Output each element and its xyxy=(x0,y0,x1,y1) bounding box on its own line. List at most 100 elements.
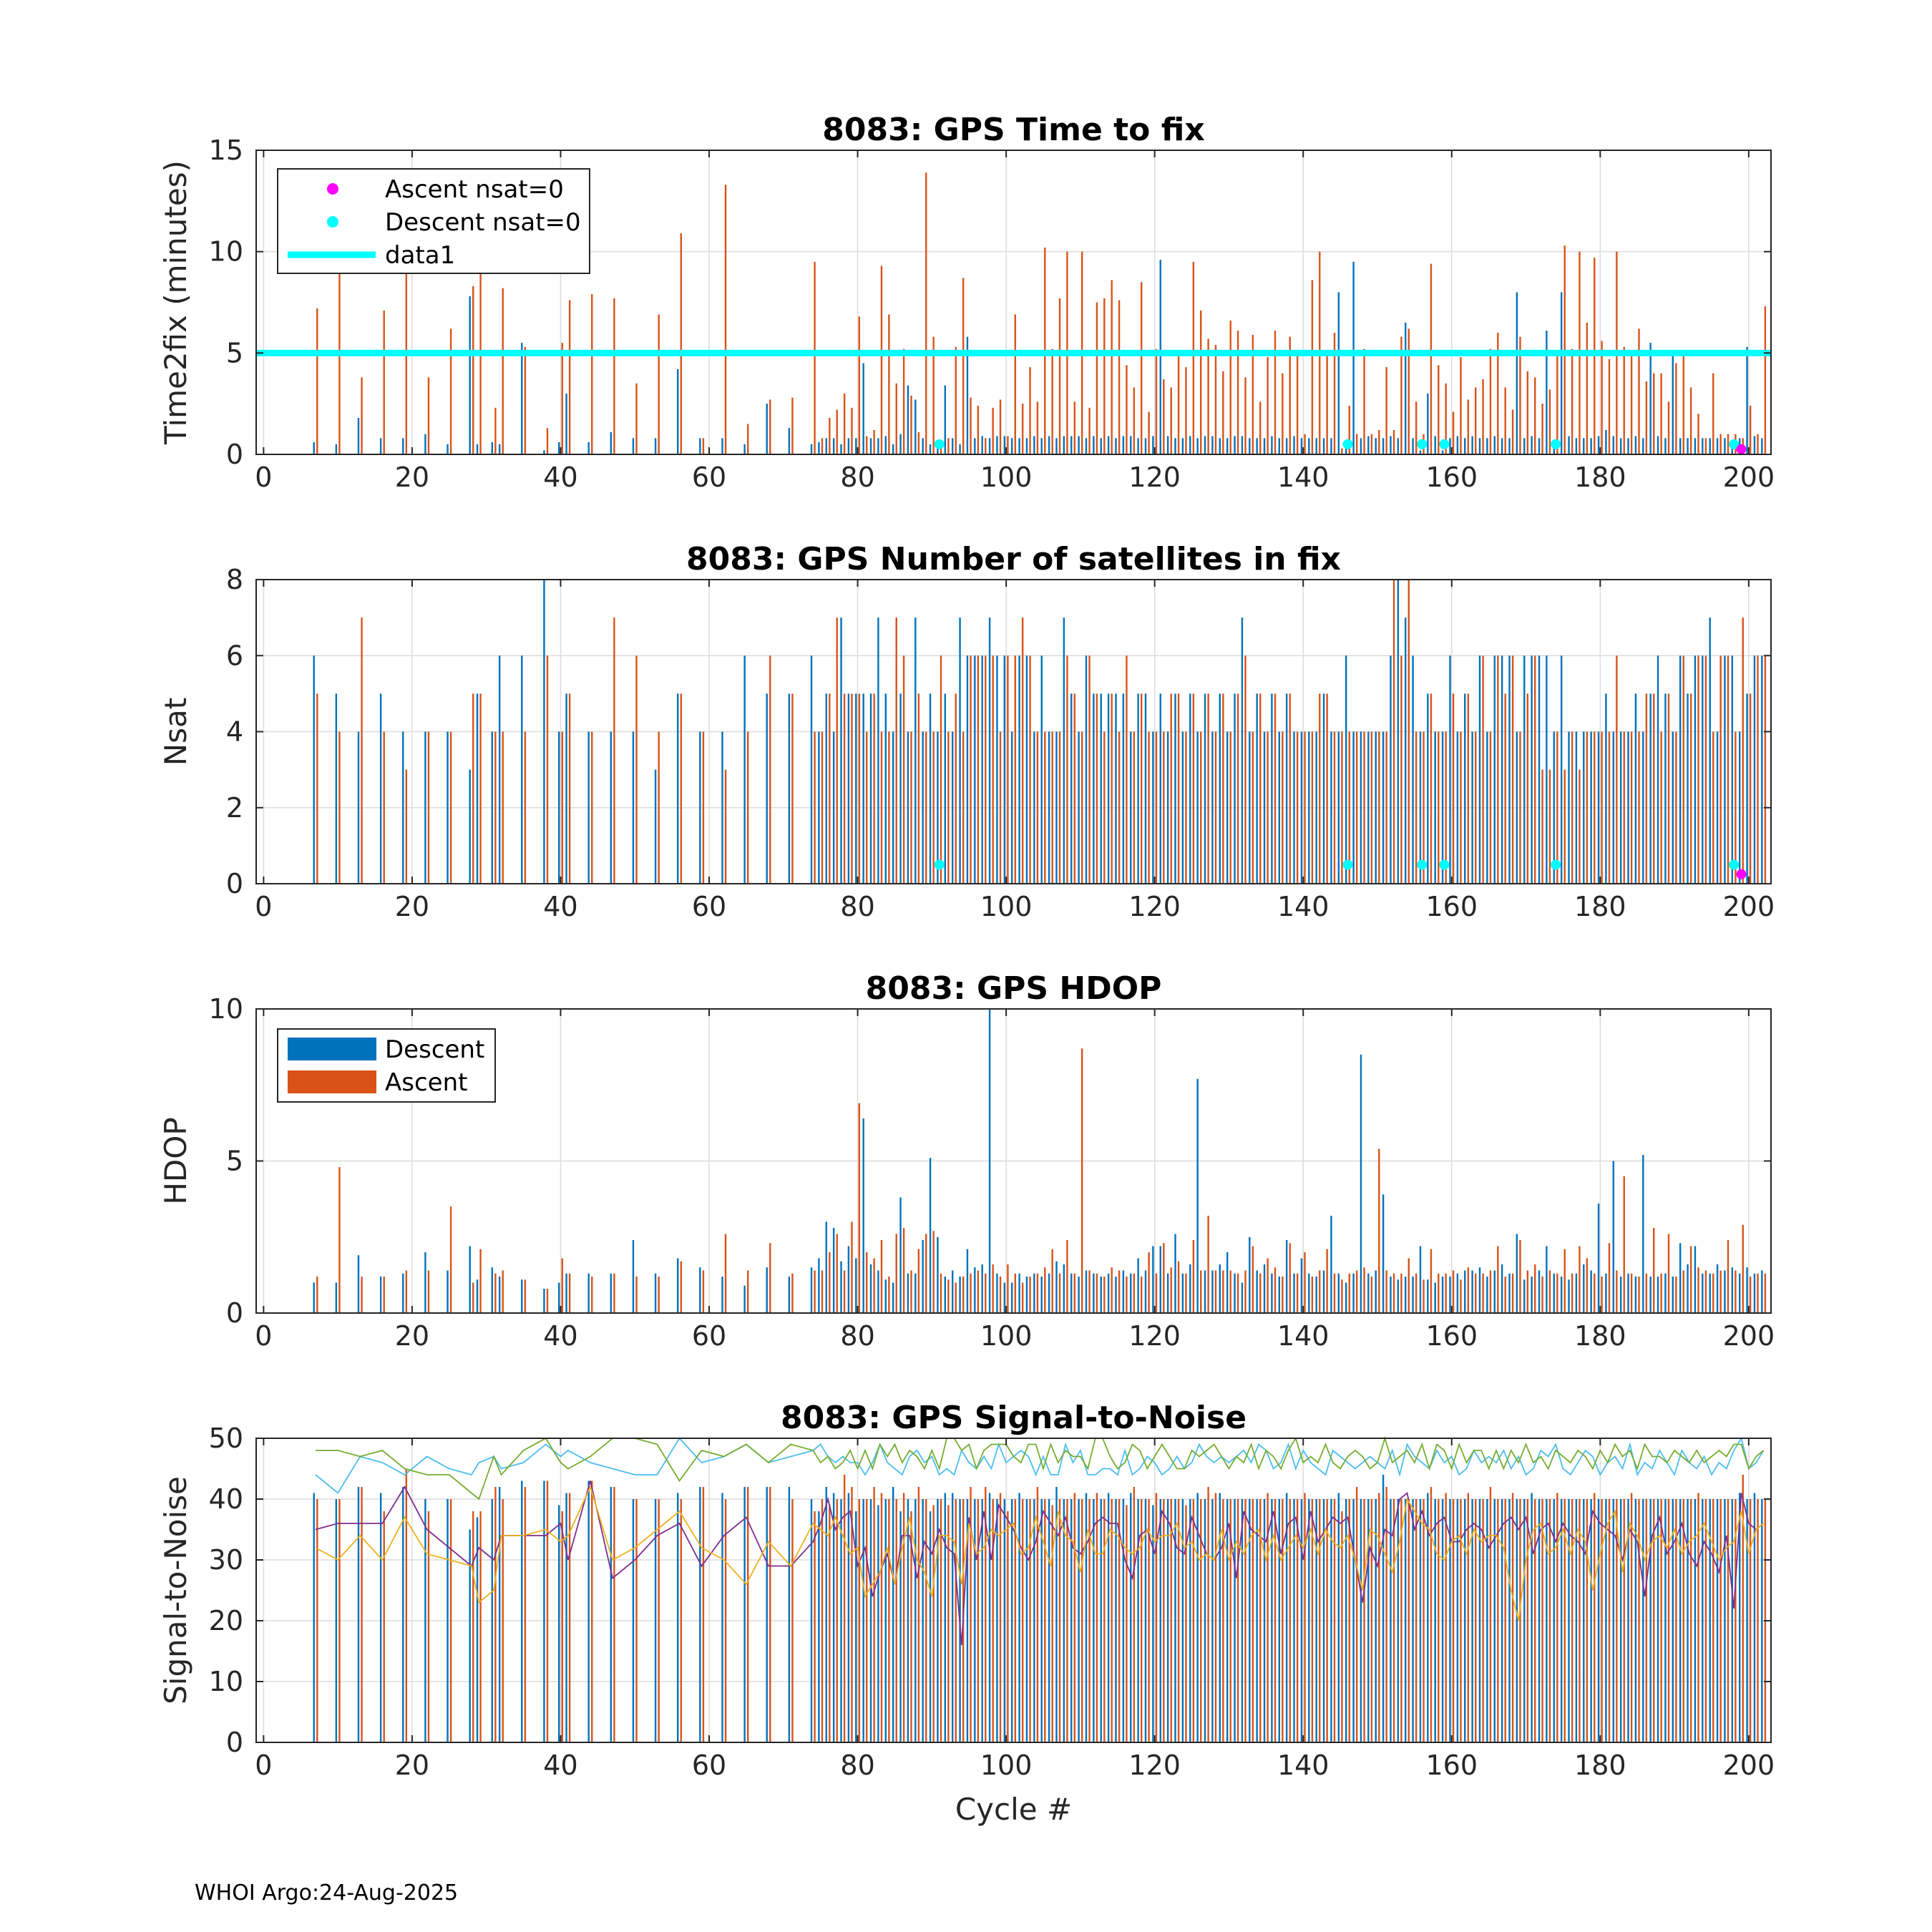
legend-entry: data1 xyxy=(385,241,455,270)
x-tick-label: 0 xyxy=(255,891,272,922)
y-tick-label: 10 xyxy=(209,236,243,268)
bars xyxy=(313,580,1767,884)
x-tick-label: 180 xyxy=(1574,462,1626,493)
x-tick-label: 0 xyxy=(255,1320,272,1352)
y-tick-label: 15 xyxy=(209,135,243,166)
x-tick-label: 60 xyxy=(692,1750,726,1781)
legend-entry: Ascent xyxy=(385,1068,467,1097)
x-tick-label: 20 xyxy=(395,1320,429,1352)
chart-title: 8083: GPS Signal-to-Noise xyxy=(781,1400,1246,1436)
x-tick-label: 40 xyxy=(543,462,577,493)
y-tick-label: 0 xyxy=(226,1297,243,1329)
x-tick-label: 80 xyxy=(840,462,874,493)
y-tick-label: 20 xyxy=(209,1605,243,1636)
descent-nsat0-marker xyxy=(1417,859,1428,870)
x-tick-label: 120 xyxy=(1128,1320,1181,1352)
x-tick-label: 60 xyxy=(692,1320,726,1352)
ticks: 0 20 40 60 80 100 120 140 160 180 200 0 5 10 15 xyxy=(209,135,1775,493)
plot-area xyxy=(256,1438,1771,1742)
x-tick-label: 140 xyxy=(1277,891,1330,922)
ticks: 0 20 40 60 80 100 120 140 160 180 200 0 10 20 30 40 50 xyxy=(209,1423,1775,1781)
y-axis-label: Signal-to-Noise xyxy=(158,1476,193,1704)
x-tick-label: 160 xyxy=(1426,1320,1478,1352)
x-tick-label: 60 xyxy=(692,462,726,493)
y-tick-label: 10 xyxy=(209,993,243,1025)
legend-descent-swatch xyxy=(288,1038,376,1060)
descent-nsat0-marker xyxy=(1439,859,1450,870)
x-tick-label: 100 xyxy=(980,1750,1033,1781)
x-tick-label: 140 xyxy=(1277,1320,1330,1352)
x-axis-label: Cycle # xyxy=(955,1792,1072,1827)
x-tick-label: 160 xyxy=(1426,462,1478,493)
chart-title: 8083: GPS Time to fix xyxy=(822,112,1204,148)
x-tick-label: 200 xyxy=(1723,1320,1775,1352)
y-tick-label: 40 xyxy=(209,1483,243,1515)
descent-nsat0-marker xyxy=(1729,439,1740,449)
x-tick-label: 180 xyxy=(1574,1320,1626,1352)
y-axis-label: Nsat xyxy=(158,698,193,766)
legend-ascent-marker xyxy=(327,183,338,195)
x-tick-label: 140 xyxy=(1277,1750,1330,1781)
chart-nsat: 0 20 40 60 80 100 120 140 160 180 200 0 2 4 6 8 8083: GP… xyxy=(158,541,1775,922)
snr-series-line-4 xyxy=(315,1485,1765,1621)
x-tick-label: 20 xyxy=(395,1750,429,1781)
x-tick-label: 60 xyxy=(692,891,726,922)
bars xyxy=(313,1009,1767,1313)
legend-descent-marker xyxy=(327,216,338,228)
x-tick-label: 0 xyxy=(255,1750,272,1781)
x-tick-label: 100 xyxy=(980,462,1033,493)
x-tick-label: 200 xyxy=(1723,462,1775,493)
y-tick-label: 0 xyxy=(226,1727,243,1758)
y-tick-label: 2 xyxy=(226,792,243,824)
x-tick-label: 20 xyxy=(395,891,429,922)
y-axis-label: HDOP xyxy=(158,1117,193,1204)
y-tick-label: 6 xyxy=(226,640,243,671)
snr-series-line-3 xyxy=(315,1480,1765,1646)
x-tick-label: 160 xyxy=(1426,891,1478,922)
legend-ascent-swatch xyxy=(288,1070,376,1093)
y-tick-label: 0 xyxy=(226,868,243,899)
ascent-nsat0-marker xyxy=(1736,869,1747,879)
axes-frame xyxy=(255,150,1772,455)
legend-entry: Descent xyxy=(385,1035,484,1064)
y-tick-label: 5 xyxy=(226,1146,243,1177)
x-tick-label: 40 xyxy=(543,1750,577,1781)
descent-nsat0-marker xyxy=(1439,439,1450,449)
descent-nsat0-marker xyxy=(1342,859,1353,870)
y-tick-label: 30 xyxy=(209,1544,243,1576)
x-tick-label: 160 xyxy=(1426,1750,1478,1781)
chart-hdop: 0 20 40 60 80 100 120 140 160 180 200 0 5 10 8083: GPS… xyxy=(158,970,1775,1352)
x-tick-label: 80 xyxy=(840,891,874,922)
descent-nsat0-marker xyxy=(1729,859,1740,870)
y-tick-label: 8 xyxy=(226,564,243,595)
x-tick-label: 80 xyxy=(840,1320,874,1352)
axes-frame xyxy=(255,1438,1772,1743)
descent-nsat0-marker xyxy=(1551,439,1561,449)
chart-title: 8083: GPS Number of satellites in fix xyxy=(686,541,1341,577)
chart-title: 8083: GPS HDOP xyxy=(866,970,1162,1007)
snr-series-line-2 xyxy=(316,1435,1765,1501)
x-tick-label: 40 xyxy=(543,1320,577,1352)
y-tick-label: 0 xyxy=(226,439,243,470)
legend: Ascent nsat=0 Descent nsat=0 data1 xyxy=(277,168,590,274)
x-tick-label: 100 xyxy=(980,1320,1033,1352)
x-tick-label: 180 xyxy=(1574,891,1626,922)
x-tick-label: 0 xyxy=(255,462,272,493)
x-tick-label: 80 xyxy=(840,1750,874,1781)
descent-nsat0-marker xyxy=(1551,859,1561,870)
x-tick-label: 100 xyxy=(980,891,1033,922)
bars xyxy=(313,172,1767,454)
y-tick-label: 50 xyxy=(209,1423,243,1454)
x-tick-label: 20 xyxy=(395,462,429,493)
bars xyxy=(313,1468,1767,1742)
x-tick-label: 120 xyxy=(1128,891,1181,922)
y-axis-label: Time2fix (minutes) xyxy=(158,160,193,445)
legend-entry: Ascent nsat=0 xyxy=(385,175,564,204)
y-tick-label: 10 xyxy=(209,1666,243,1697)
descent-nsat0-marker xyxy=(1417,439,1428,449)
x-tick-label: 140 xyxy=(1277,462,1330,493)
chart-snr: 0 20 40 60 80 100 120 140 160 180 200 0 10 20 30 40 50 80… xyxy=(158,1400,1775,1827)
legend-entry: Descent nsat=0 xyxy=(385,208,581,237)
x-tick-label: 40 xyxy=(543,891,577,922)
